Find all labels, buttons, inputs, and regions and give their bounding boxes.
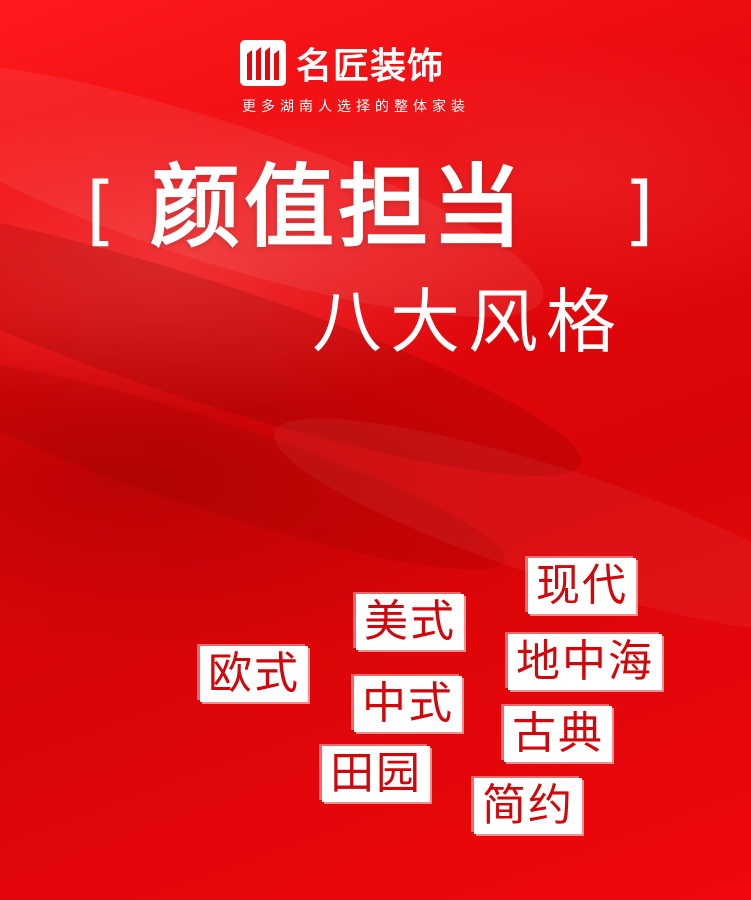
- style-tag-pastoral: 田园: [322, 746, 430, 802]
- style-tag-european: 欧式: [200, 646, 308, 702]
- brand-slogan: 更多湖南人选择的整体家装: [242, 99, 470, 115]
- style-tag-chinese: 中式: [354, 676, 462, 732]
- headline-subtitle: 八大风格: [312, 281, 624, 363]
- brand-name: 名匠装饰: [296, 46, 445, 87]
- headline-title: 颜值担当: [150, 155, 526, 260]
- style-tag-american: 美式: [356, 594, 464, 650]
- building-bars-icon: [240, 40, 286, 86]
- headline-bracket-close: ]: [624, 165, 654, 254]
- headline-bracket-open: [: [86, 165, 116, 254]
- style-tag-classical: 古典: [504, 706, 612, 762]
- style-tag-minimalist: 简约: [474, 778, 582, 834]
- style-tag-modern: 现代: [528, 558, 636, 614]
- brand-logo: 名匠装饰: [240, 40, 445, 87]
- style-tag-mediterranean: 地中海: [508, 634, 662, 690]
